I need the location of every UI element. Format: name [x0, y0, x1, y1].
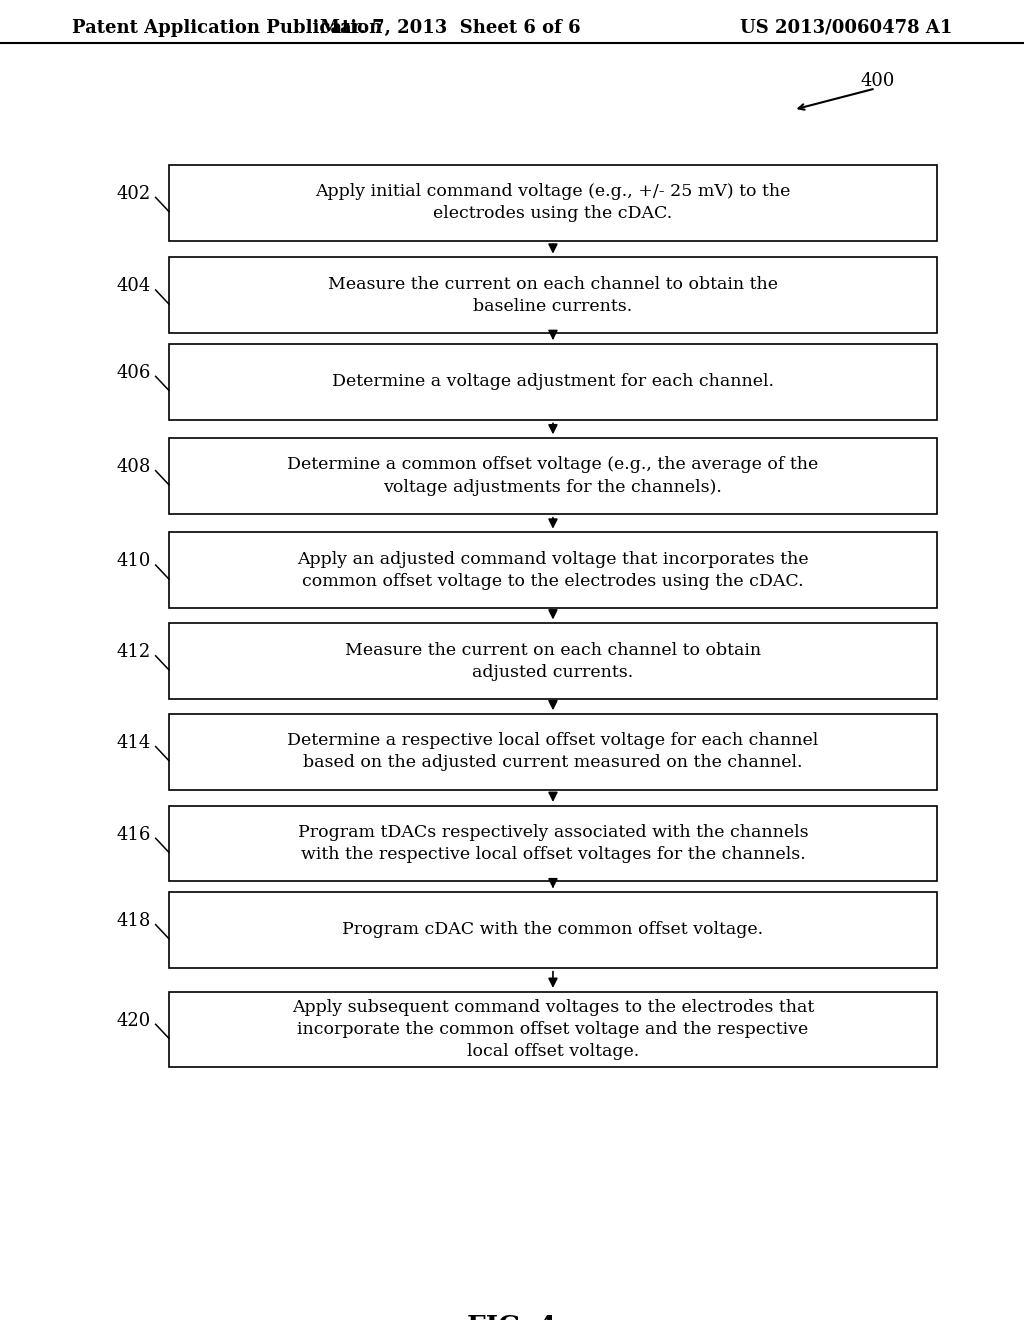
- Text: 404: 404: [117, 277, 151, 296]
- Text: 416: 416: [116, 826, 151, 843]
- FancyBboxPatch shape: [169, 532, 937, 609]
- Text: 400: 400: [860, 71, 895, 90]
- FancyBboxPatch shape: [169, 892, 937, 968]
- Text: Measure the current on each channel to obtain
adjusted currents.: Measure the current on each channel to o…: [345, 642, 761, 681]
- Text: US 2013/0060478 A1: US 2013/0060478 A1: [740, 18, 952, 37]
- Text: Mar. 7, 2013  Sheet 6 of 6: Mar. 7, 2013 Sheet 6 of 6: [321, 18, 581, 37]
- Text: 406: 406: [116, 364, 151, 381]
- Text: Determine a voltage adjustment for each channel.: Determine a voltage adjustment for each …: [332, 374, 774, 391]
- Text: Apply subsequent command voltages to the electrodes that
incorporate the common : Apply subsequent command voltages to the…: [292, 999, 814, 1060]
- Text: 408: 408: [116, 458, 151, 477]
- FancyBboxPatch shape: [169, 805, 937, 882]
- FancyBboxPatch shape: [169, 165, 937, 240]
- Text: Patent Application Publication: Patent Application Publication: [72, 18, 382, 37]
- Text: Program cDAC with the common offset voltage.: Program cDAC with the common offset volt…: [342, 921, 764, 939]
- FancyBboxPatch shape: [169, 343, 937, 420]
- Text: Apply an adjusted command voltage that incorporates the
common offset voltage to: Apply an adjusted command voltage that i…: [297, 550, 809, 590]
- Text: 420: 420: [117, 1011, 151, 1030]
- Text: 412: 412: [117, 643, 151, 661]
- Text: 414: 414: [117, 734, 151, 752]
- Text: Determine a common offset voltage (e.g., the average of the
voltage adjustments : Determine a common offset voltage (e.g.,…: [288, 457, 818, 495]
- Text: Program tDACs respectively associated with the channels
with the respective loca: Program tDACs respectively associated wi…: [298, 824, 808, 863]
- FancyBboxPatch shape: [169, 623, 937, 700]
- Text: FIG. 4: FIG. 4: [467, 1315, 557, 1320]
- Text: Measure the current on each channel to obtain the
baseline currents.: Measure the current on each channel to o…: [328, 276, 778, 315]
- Text: 410: 410: [116, 553, 151, 570]
- FancyBboxPatch shape: [169, 257, 937, 333]
- Text: 418: 418: [116, 912, 151, 931]
- Text: Apply initial command voltage (e.g., +/- 25 mV) to the
electrodes using the cDAC: Apply initial command voltage (e.g., +/-…: [315, 183, 791, 222]
- Text: Determine a respective local offset voltage for each channel
based on the adjust: Determine a respective local offset volt…: [288, 733, 818, 771]
- FancyBboxPatch shape: [169, 714, 937, 789]
- Text: 402: 402: [117, 185, 151, 203]
- FancyBboxPatch shape: [169, 991, 937, 1068]
- FancyBboxPatch shape: [169, 438, 937, 513]
